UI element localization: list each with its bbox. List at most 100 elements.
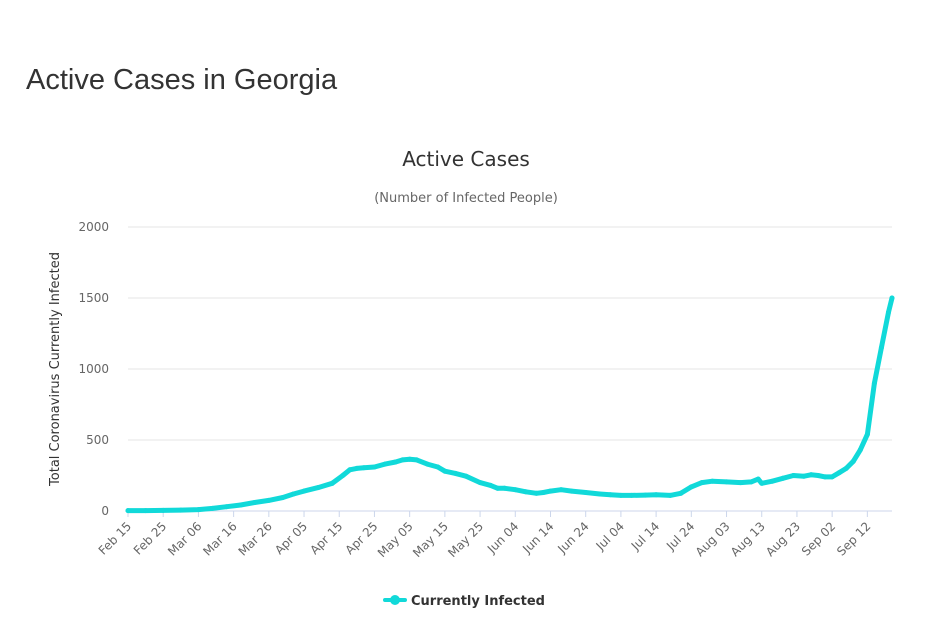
x-tick-label: Feb 15 bbox=[96, 519, 134, 557]
data-point[interactable] bbox=[629, 492, 634, 498]
data-point[interactable] bbox=[843, 465, 849, 471]
data-point[interactable] bbox=[382, 461, 388, 467]
data-point[interactable] bbox=[790, 473, 796, 478]
data-point[interactable] bbox=[393, 459, 399, 465]
data-point[interactable] bbox=[748, 479, 754, 485]
data-point[interactable] bbox=[291, 491, 296, 497]
x-tick-label: Sep 02 bbox=[799, 519, 838, 558]
data-point[interactable] bbox=[354, 465, 360, 471]
legend-label: Currently Infected bbox=[411, 594, 545, 609]
data-point[interactable] bbox=[452, 470, 458, 476]
data-point[interactable] bbox=[424, 461, 430, 467]
data-point[interactable] bbox=[815, 473, 821, 478]
data-point[interactable] bbox=[569, 488, 575, 494]
series-line-currently-infected[interactable] bbox=[125, 295, 895, 514]
data-point[interactable] bbox=[329, 480, 335, 486]
data-point[interactable] bbox=[678, 490, 684, 496]
legend-swatch-marker bbox=[390, 595, 400, 605]
data-point[interactable] bbox=[597, 491, 603, 497]
data-point[interactable] bbox=[407, 456, 413, 462]
chart-subtitle: (Number of Infected People) bbox=[374, 191, 558, 206]
x-tick-label: Jun 14 bbox=[519, 519, 556, 556]
grid-lines bbox=[128, 226, 892, 512]
data-point[interactable] bbox=[502, 485, 508, 491]
x-tick-label: Aug 03 bbox=[693, 519, 733, 559]
data-point[interactable] bbox=[435, 464, 441, 470]
data-point[interactable] bbox=[238, 502, 244, 508]
data-point[interactable] bbox=[667, 492, 673, 498]
data-point[interactable] bbox=[372, 464, 377, 470]
data-point[interactable] bbox=[886, 309, 891, 315]
data-point[interactable] bbox=[709, 478, 715, 484]
x-tick-label: Apr 15 bbox=[307, 519, 345, 557]
data-point[interactable] bbox=[759, 480, 765, 486]
y-tick-label: 2000 bbox=[78, 220, 109, 234]
data-point[interactable] bbox=[829, 474, 835, 480]
data-point[interactable] bbox=[540, 490, 546, 495]
data-point[interactable] bbox=[878, 345, 884, 351]
series-points bbox=[125, 295, 895, 514]
x-tick-label: May 25 bbox=[445, 519, 486, 560]
x-tick-label: Aug 13 bbox=[728, 519, 768, 559]
data-point[interactable] bbox=[871, 380, 877, 386]
data-point[interactable] bbox=[301, 488, 307, 494]
data-point[interactable] bbox=[160, 507, 166, 513]
data-point[interactable] bbox=[889, 295, 895, 301]
data-point[interactable] bbox=[280, 495, 286, 500]
data-point[interactable] bbox=[477, 480, 483, 486]
x-tick-label: Aug 23 bbox=[763, 519, 803, 559]
data-point[interactable] bbox=[548, 488, 553, 494]
data-point[interactable] bbox=[512, 487, 518, 493]
data-point[interactable] bbox=[315, 485, 321, 491]
y-tick-label: 500 bbox=[86, 433, 109, 447]
data-point[interactable] bbox=[252, 500, 258, 505]
y-axis-ticks: 0 500 1000 1500 2000 bbox=[78, 220, 109, 518]
x-tick-label: Jun 04 bbox=[484, 519, 521, 556]
legend[interactable]: Currently Infected bbox=[383, 594, 545, 609]
data-point[interactable] bbox=[533, 490, 539, 496]
data-point[interactable] bbox=[178, 507, 184, 513]
data-point[interactable] bbox=[755, 476, 761, 482]
data-point[interactable] bbox=[558, 487, 564, 493]
data-point[interactable] bbox=[442, 468, 448, 474]
data-point[interactable] bbox=[195, 507, 201, 513]
data-point[interactable] bbox=[607, 492, 613, 498]
x-tick-label: Mar 06 bbox=[165, 519, 204, 558]
data-point[interactable] bbox=[643, 492, 648, 498]
data-point[interactable] bbox=[688, 484, 694, 490]
data-point[interactable] bbox=[738, 480, 744, 486]
data-point[interactable] bbox=[808, 472, 814, 478]
data-point[interactable] bbox=[347, 467, 353, 473]
data-point[interactable] bbox=[361, 465, 367, 471]
data-point[interactable] bbox=[822, 474, 828, 480]
data-point[interactable] bbox=[769, 478, 775, 484]
data-point[interactable] bbox=[864, 431, 870, 437]
x-tick-label: May 15 bbox=[410, 519, 451, 560]
data-point[interactable] bbox=[210, 505, 215, 511]
data-point[interactable] bbox=[523, 489, 529, 495]
data-point[interactable] bbox=[488, 482, 494, 488]
data-point[interactable] bbox=[414, 457, 420, 463]
data-point[interactable] bbox=[653, 492, 659, 498]
data-point[interactable] bbox=[495, 485, 501, 491]
data-point[interactable] bbox=[143, 508, 149, 514]
x-tick-label: Jul 04 bbox=[593, 519, 627, 553]
data-point[interactable] bbox=[340, 473, 346, 478]
y-tick-label: 1000 bbox=[78, 362, 109, 376]
data-point[interactable] bbox=[125, 508, 131, 514]
data-point[interactable] bbox=[266, 497, 272, 503]
y-tick-label: 1500 bbox=[78, 291, 109, 305]
data-point[interactable] bbox=[224, 504, 230, 510]
data-point[interactable] bbox=[724, 479, 729, 485]
data-point[interactable] bbox=[836, 470, 842, 476]
data-point[interactable] bbox=[583, 490, 589, 495]
data-point[interactable] bbox=[780, 475, 786, 481]
data-point[interactable] bbox=[463, 473, 469, 479]
data-point[interactable] bbox=[857, 447, 863, 453]
chart-title: Active Cases bbox=[402, 147, 530, 171]
data-point[interactable] bbox=[850, 458, 856, 464]
data-point[interactable] bbox=[618, 492, 624, 498]
data-point[interactable] bbox=[801, 473, 807, 479]
data-point[interactable] bbox=[699, 480, 705, 486]
data-point[interactable] bbox=[400, 457, 406, 463]
